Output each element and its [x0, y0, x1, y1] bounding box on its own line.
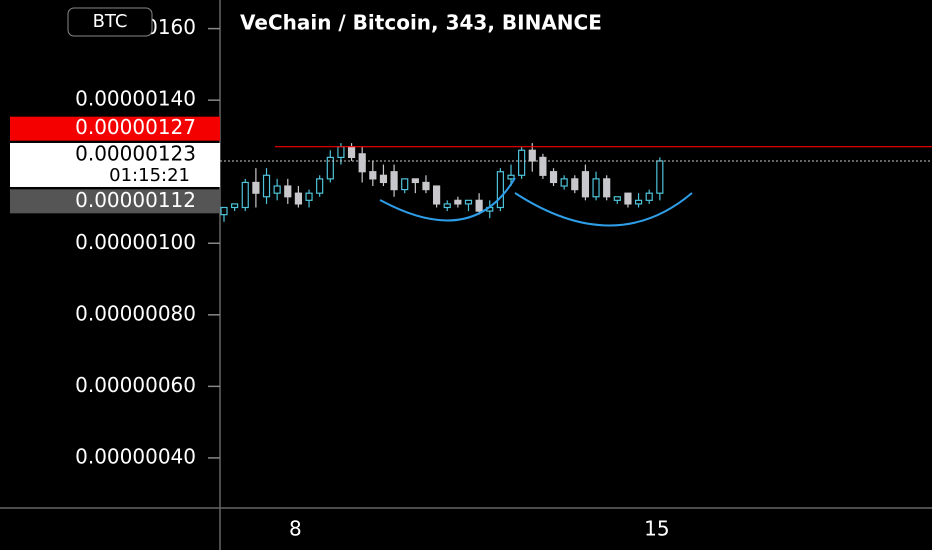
- candle-body: [316, 178, 324, 194]
- candle-body: [337, 146, 345, 159]
- price-label: 0.00000127: [75, 115, 196, 139]
- candle-body: [326, 156, 334, 180]
- candle-body: [496, 171, 504, 209]
- candle-body: [262, 174, 271, 198]
- price-label: 0.00000123: [75, 141, 196, 165]
- candle-body: [358, 153, 366, 173]
- candle-body: [454, 199, 462, 205]
- price-label-box: [10, 116, 220, 141]
- candle-body: [518, 149, 526, 176]
- candle-body: [252, 181, 260, 194]
- symbol-button-label[interactable]: BTC: [93, 11, 128, 32]
- candle-body: [560, 178, 568, 187]
- candle-body: [294, 192, 303, 205]
- candle-body: [231, 203, 239, 209]
- candle-body: [603, 178, 611, 198]
- candle-body: [528, 149, 536, 162]
- symbol-button[interactable]: [67, 7, 153, 37]
- drawing-arc: [379, 177, 516, 222]
- candle-body: [634, 199, 643, 205]
- x-tick-label: 8: [289, 517, 302, 541]
- y-tick-label: 0.00000080: [75, 301, 196, 325]
- candle-body: [411, 178, 419, 184]
- candle-body: [656, 160, 664, 194]
- y-tick-label: 0.00000040: [75, 444, 196, 468]
- price-label-box: [10, 189, 220, 214]
- candle-body: [347, 146, 356, 159]
- candle-body: [592, 178, 600, 198]
- candle-body: [284, 185, 292, 198]
- y-tick-label: 0.00000060: [75, 373, 196, 397]
- candle-body: [443, 203, 451, 209]
- drawing-arc: [514, 192, 693, 227]
- candle-body: [273, 185, 281, 194]
- candle-body: [571, 178, 579, 191]
- candle-body: [241, 181, 249, 209]
- candle-body: [464, 199, 473, 205]
- candle-body: [220, 206, 228, 216]
- candle-body: [645, 192, 653, 201]
- candle-body: [369, 171, 377, 180]
- candle-body: [549, 171, 558, 184]
- candle-body: [581, 171, 590, 198]
- candle-body: [624, 192, 632, 205]
- candle-body: [613, 196, 621, 201]
- candle-body: [401, 178, 409, 191]
- price-label: 0.00000112: [75, 188, 196, 212]
- candle-body: [475, 199, 483, 212]
- candle-body: [433, 185, 441, 205]
- countdown: 01:15:21: [109, 165, 190, 186]
- y-tick-label: 0.00000100: [75, 230, 196, 254]
- candle-body: [305, 192, 313, 201]
- x-tick-label: 15: [644, 517, 669, 541]
- chart-title: VeChain / Bitcoin, 343, BINANCE: [240, 11, 602, 35]
- candle-body: [507, 174, 515, 180]
- price-label-box: [10, 142, 220, 187]
- y-tick-label: 0.00000140: [75, 87, 196, 111]
- candle-body: [422, 181, 430, 191]
- candle-body: [379, 174, 388, 184]
- candle-body: [390, 171, 398, 191]
- candle-body: [539, 156, 547, 176]
